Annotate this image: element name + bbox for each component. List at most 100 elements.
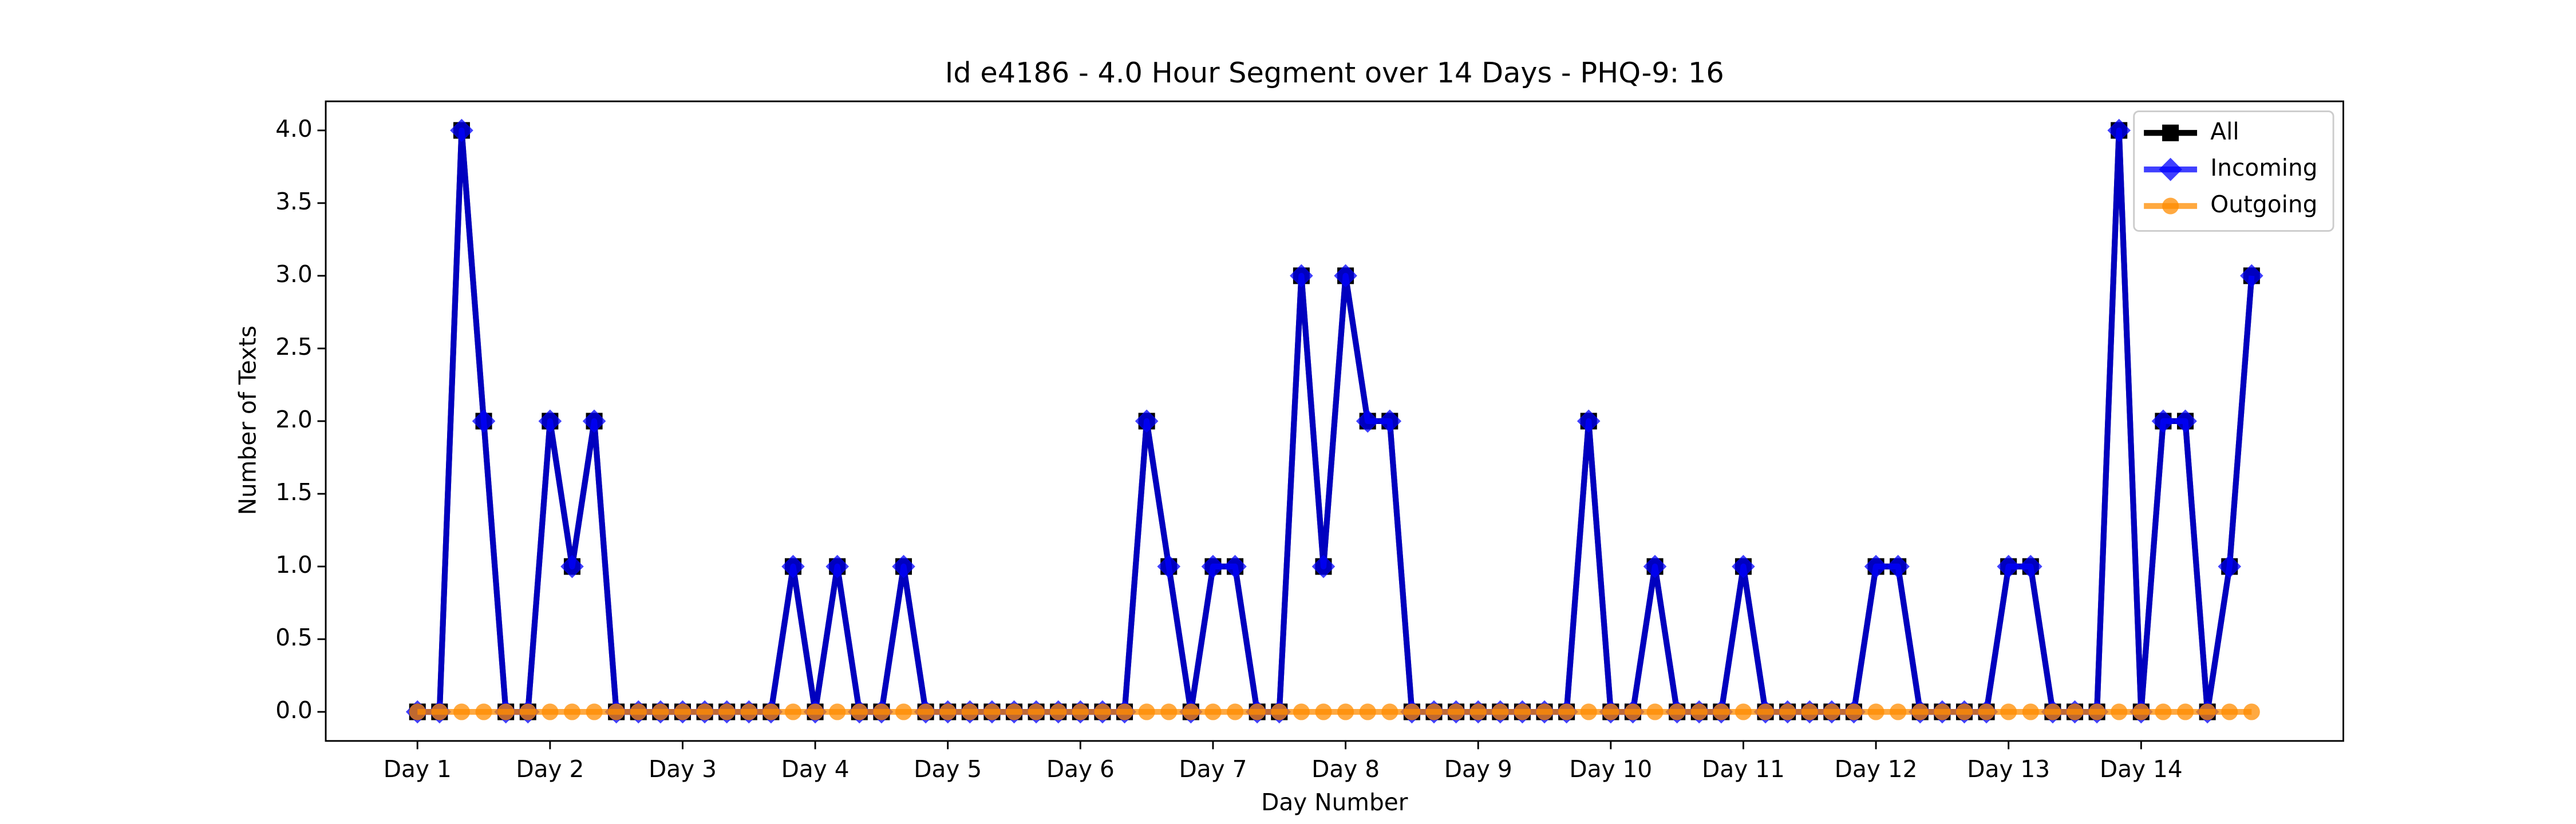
data-point bbox=[2088, 703, 2105, 720]
chart-title: Id e4186 - 4.0 Hour Segment over 14 Days… bbox=[945, 56, 1724, 89]
data-point bbox=[497, 703, 515, 720]
y-tick-label: 4.0 bbox=[275, 115, 313, 142]
legend-label: Incoming bbox=[2210, 154, 2317, 181]
data-point bbox=[1293, 703, 1310, 720]
data-point bbox=[1315, 703, 1332, 720]
data-point bbox=[1864, 554, 1888, 579]
data-point bbox=[1201, 554, 1225, 579]
data-point bbox=[1182, 703, 1199, 720]
data-point bbox=[2000, 703, 2017, 720]
data-point bbox=[2218, 554, 2242, 579]
data-point bbox=[1757, 703, 1774, 720]
data-point bbox=[1669, 703, 1686, 720]
data-point bbox=[431, 703, 448, 720]
data-point bbox=[1492, 703, 1509, 720]
data-point bbox=[829, 703, 846, 720]
data-point bbox=[2066, 703, 2084, 720]
data-point bbox=[519, 703, 536, 720]
data-point bbox=[1646, 703, 1664, 720]
data-point bbox=[1867, 703, 1884, 720]
x-tick-label: Day 4 bbox=[781, 755, 850, 783]
data-point bbox=[630, 703, 647, 720]
data-point bbox=[2132, 703, 2150, 720]
y-axis-label: Number of Texts bbox=[234, 326, 261, 516]
data-point bbox=[892, 554, 915, 579]
data-point bbox=[2151, 409, 2175, 433]
data-point bbox=[1978, 703, 1995, 720]
y-tick-label: 2.5 bbox=[275, 333, 313, 360]
x-tick-label: Day 5 bbox=[914, 755, 982, 783]
data-point bbox=[409, 703, 426, 720]
x-tick-label: Day 9 bbox=[1444, 755, 1512, 783]
y-tick-label: 1.0 bbox=[275, 551, 313, 579]
data-point bbox=[851, 703, 868, 720]
data-point bbox=[2174, 409, 2197, 433]
data-point bbox=[784, 703, 802, 720]
data-point bbox=[560, 554, 584, 579]
data-point bbox=[1072, 703, 1089, 720]
data-point bbox=[1713, 703, 1730, 720]
data-point bbox=[1934, 703, 1951, 720]
data-point bbox=[542, 703, 559, 720]
data-point bbox=[2177, 703, 2194, 720]
legend-label: Outgoing bbox=[2210, 191, 2317, 218]
x-tick-label: Day 6 bbox=[1046, 755, 1115, 783]
data-point bbox=[1290, 264, 1313, 288]
y-tick-label: 3.5 bbox=[275, 188, 313, 215]
legend-marker bbox=[2162, 197, 2179, 215]
x-tick-label: Day 14 bbox=[2100, 755, 2183, 783]
x-axis-label: Day Number bbox=[1261, 789, 1408, 816]
y-tick-label: 1.5 bbox=[275, 478, 313, 506]
data-point bbox=[586, 703, 603, 720]
x-tick-label: Day 10 bbox=[1569, 755, 1652, 783]
x-tick-label: Day 1 bbox=[384, 755, 452, 783]
data-point bbox=[1955, 703, 1973, 720]
data-point bbox=[1050, 703, 1067, 720]
data-point bbox=[1271, 703, 1288, 720]
data-point bbox=[1890, 703, 1907, 720]
data-point bbox=[472, 409, 496, 433]
y-tick-label: 0.5 bbox=[275, 624, 313, 651]
data-point bbox=[873, 703, 890, 720]
x-tick-label: Day 11 bbox=[1702, 755, 1785, 783]
x-tick-label: Day 12 bbox=[1835, 755, 1918, 783]
data-point bbox=[1381, 703, 1398, 720]
data-point bbox=[1337, 703, 1354, 720]
data-point bbox=[1536, 703, 1553, 720]
data-point bbox=[1514, 703, 1531, 720]
data-point bbox=[917, 703, 934, 720]
data-point bbox=[983, 703, 1001, 720]
x-tick-label: Day 13 bbox=[1967, 755, 2050, 783]
data-point bbox=[1116, 703, 1133, 720]
data-point bbox=[1157, 554, 1181, 579]
data-point bbox=[2240, 264, 2263, 288]
y-tick-label: 2.0 bbox=[275, 406, 313, 433]
data-point bbox=[1094, 703, 1111, 720]
data-point bbox=[1732, 554, 1755, 579]
data-point bbox=[961, 703, 978, 720]
data-point bbox=[2044, 703, 2061, 720]
data-point bbox=[2111, 703, 2128, 720]
data-point bbox=[939, 703, 957, 720]
data-point bbox=[674, 703, 691, 720]
data-point bbox=[895, 703, 912, 720]
data-point bbox=[1403, 703, 1420, 720]
data-point bbox=[538, 409, 562, 433]
data-point bbox=[1801, 703, 1818, 720]
data-point bbox=[1690, 703, 1708, 720]
data-point bbox=[2243, 703, 2260, 720]
data-point bbox=[1580, 703, 1597, 720]
data-point bbox=[2199, 703, 2216, 720]
data-point bbox=[1135, 409, 1159, 433]
data-point bbox=[1425, 703, 1443, 720]
data-point bbox=[1735, 703, 1752, 720]
data-point bbox=[762, 703, 780, 720]
data-point bbox=[1779, 703, 1796, 720]
data-point bbox=[696, 703, 713, 720]
data-point bbox=[563, 703, 580, 720]
legend-marker bbox=[2159, 157, 2182, 181]
data-point bbox=[450, 118, 473, 142]
data-point bbox=[1249, 703, 1266, 720]
data-point bbox=[1823, 703, 1840, 720]
